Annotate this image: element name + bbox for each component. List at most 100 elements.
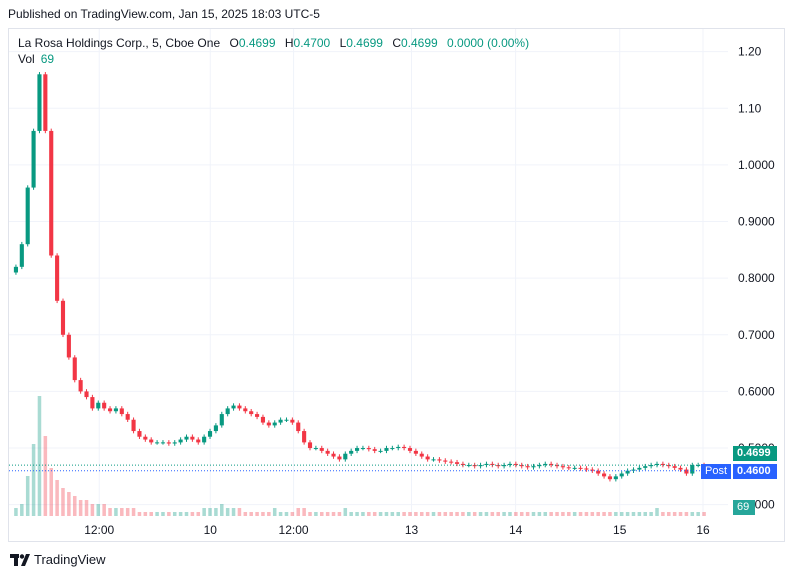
volume-bar [661, 512, 665, 516]
x-tick-label: 14 [509, 523, 523, 537]
volume-bar [619, 512, 624, 516]
candle-body [172, 442, 177, 444]
candle-body [413, 450, 418, 454]
volume-bar [125, 508, 130, 516]
volume-bar [261, 512, 265, 516]
candle-body [184, 436, 189, 440]
volume-bar [419, 512, 424, 516]
y-tick-label: 0.8000 [738, 271, 775, 285]
volume-bar [561, 512, 565, 516]
candle-body [402, 446, 407, 449]
candle-body [490, 463, 495, 466]
ohlc-legend: La Rosa Holdings Corp., 5, Cboe One O0.4… [18, 36, 529, 50]
candle-body [325, 450, 330, 454]
candle-body [496, 465, 501, 467]
high-value: 0.4700 [293, 36, 331, 50]
candle-body [149, 439, 154, 443]
volume-label: Vol [18, 52, 35, 66]
candle-body [366, 448, 371, 450]
candle-body [378, 450, 383, 452]
y-tick-label: 0.6000 [738, 384, 775, 398]
volume-bar [690, 512, 695, 516]
candle-body [537, 465, 542, 467]
volume-bar [508, 512, 512, 516]
candle-body [584, 468, 589, 470]
close-label: C [392, 36, 401, 50]
volume-bar [531, 512, 536, 516]
volume-legend: Vol 69 [18, 52, 54, 66]
volume-bar [325, 512, 330, 516]
candle-body [90, 397, 95, 409]
footer-brand-label: TradingView [34, 552, 106, 567]
volume-bar [484, 512, 489, 516]
x-tick-label: 10 [204, 523, 218, 537]
volume-bar [161, 512, 165, 516]
candle-body [472, 465, 477, 467]
candle-body [155, 442, 160, 444]
close-value: 0.4699 [400, 36, 438, 50]
candle-body [255, 414, 260, 417]
volume-bar [184, 512, 189, 516]
volume-bar [96, 504, 101, 516]
volume-bar [296, 508, 301, 516]
candle-body [196, 439, 201, 443]
volume-bar [590, 512, 595, 516]
candle-body [290, 419, 295, 423]
volume-bar [372, 512, 377, 516]
volume-bar [449, 512, 453, 516]
footer-brand: TradingView [10, 552, 106, 567]
volume-bar [208, 508, 212, 516]
volume-bar [167, 512, 171, 516]
volume-bar [396, 512, 400, 516]
volume-bar [67, 492, 71, 516]
volume-bar [408, 512, 412, 516]
volume-bar [231, 508, 236, 516]
candle-body [396, 446, 401, 449]
volume-bar [61, 488, 65, 516]
volume-bar [220, 504, 224, 516]
volume-bar [337, 512, 342, 516]
volume-bar [355, 512, 359, 516]
candle-body [25, 187, 30, 245]
volume-bar [684, 512, 689, 516]
candle-body [437, 459, 442, 461]
volume-bar [284, 512, 289, 516]
candle-body [690, 465, 695, 474]
y-tick-label: 1.20 [738, 45, 762, 59]
volume-bar [196, 512, 201, 516]
candle-body [302, 431, 307, 443]
candle-body [37, 74, 42, 131]
candle-body [607, 476, 613, 480]
volume-bar [567, 512, 571, 516]
chart-frame [8, 28, 785, 542]
candle-body [666, 465, 671, 467]
y-tick-label: 1.0000 [738, 158, 775, 172]
candle-body [31, 130, 36, 188]
y-axis: 1.201.101.00000.90000.80000.70000.60000.… [738, 45, 775, 512]
candle-body [60, 300, 66, 335]
candle-body [425, 456, 430, 460]
volume-bar [78, 500, 83, 516]
candle-body [313, 448, 318, 450]
low-value: 0.4699 [346, 36, 383, 50]
volume-bar [225, 508, 230, 516]
candle-body [407, 448, 413, 451]
volume-bar [143, 512, 148, 516]
candle-body [619, 473, 624, 477]
candle-body [560, 466, 565, 468]
candle-body [119, 408, 124, 415]
volume-bar [596, 512, 600, 516]
candle-body [237, 405, 242, 409]
candle-body [678, 467, 683, 470]
candle-body [596, 470, 601, 474]
candle-body [19, 244, 24, 267]
candle-body [49, 130, 54, 256]
candle-body [113, 408, 118, 412]
candle-body [478, 465, 483, 467]
volume-bar [308, 512, 312, 516]
volume-bar [25, 476, 30, 516]
volume-bar [55, 480, 59, 516]
candle-body [78, 380, 83, 392]
candle-body [484, 463, 489, 466]
